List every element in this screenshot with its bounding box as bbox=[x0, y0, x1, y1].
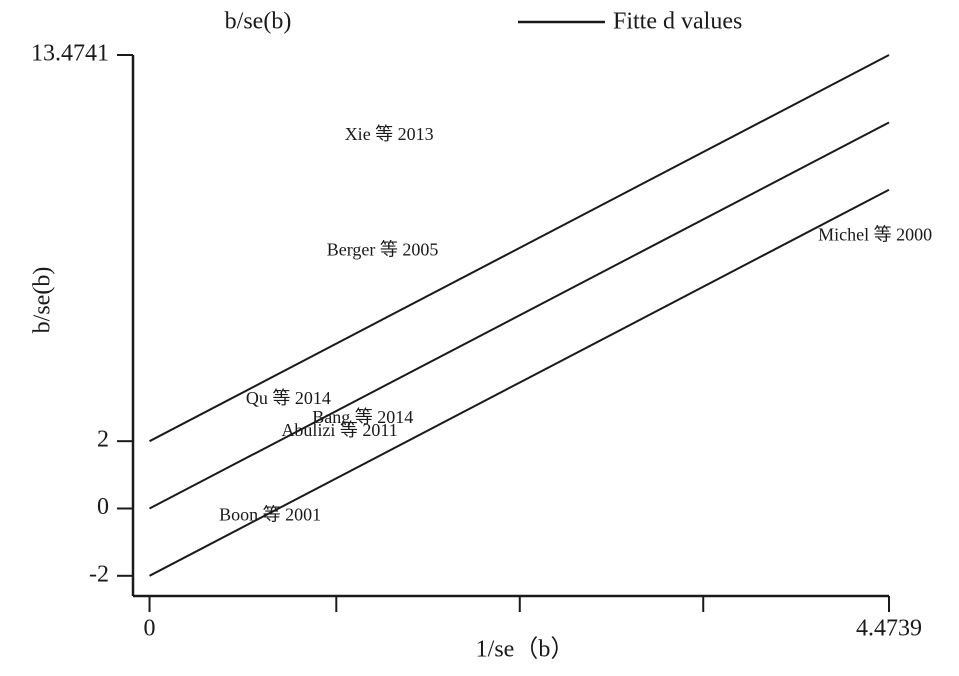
y-tick-label: -2 bbox=[89, 561, 109, 587]
study-label: Boon 等 2001 bbox=[219, 505, 321, 525]
x-tick-label: 0 bbox=[144, 616, 156, 642]
study-label: Michel 等 2000 bbox=[818, 224, 932, 244]
fitted-line bbox=[149, 54, 890, 443]
fitted-line bbox=[149, 188, 890, 577]
x-tick-label: 4.4739 bbox=[856, 616, 922, 642]
y-axis-label: b/se(b) bbox=[30, 267, 56, 334]
y-tick-label: 2 bbox=[97, 427, 109, 453]
legend-label: Fitte d values bbox=[613, 9, 742, 35]
study-label: Bang 等 2014 bbox=[312, 407, 413, 427]
y-tick-label: 0 bbox=[97, 494, 109, 520]
x-axis-label: 1/se（b） bbox=[476, 637, 575, 663]
fitted-line bbox=[149, 121, 890, 510]
study-label: Berger 等 2005 bbox=[327, 239, 439, 259]
study-label: Xie 等 2013 bbox=[345, 124, 434, 144]
study-label: Abulizi 等 2011 bbox=[281, 420, 397, 440]
chart-title: b/se(b) bbox=[225, 9, 292, 35]
study-label: Qu 等 2014 bbox=[246, 388, 331, 408]
y-tick-label: 13.4741 bbox=[31, 41, 109, 67]
